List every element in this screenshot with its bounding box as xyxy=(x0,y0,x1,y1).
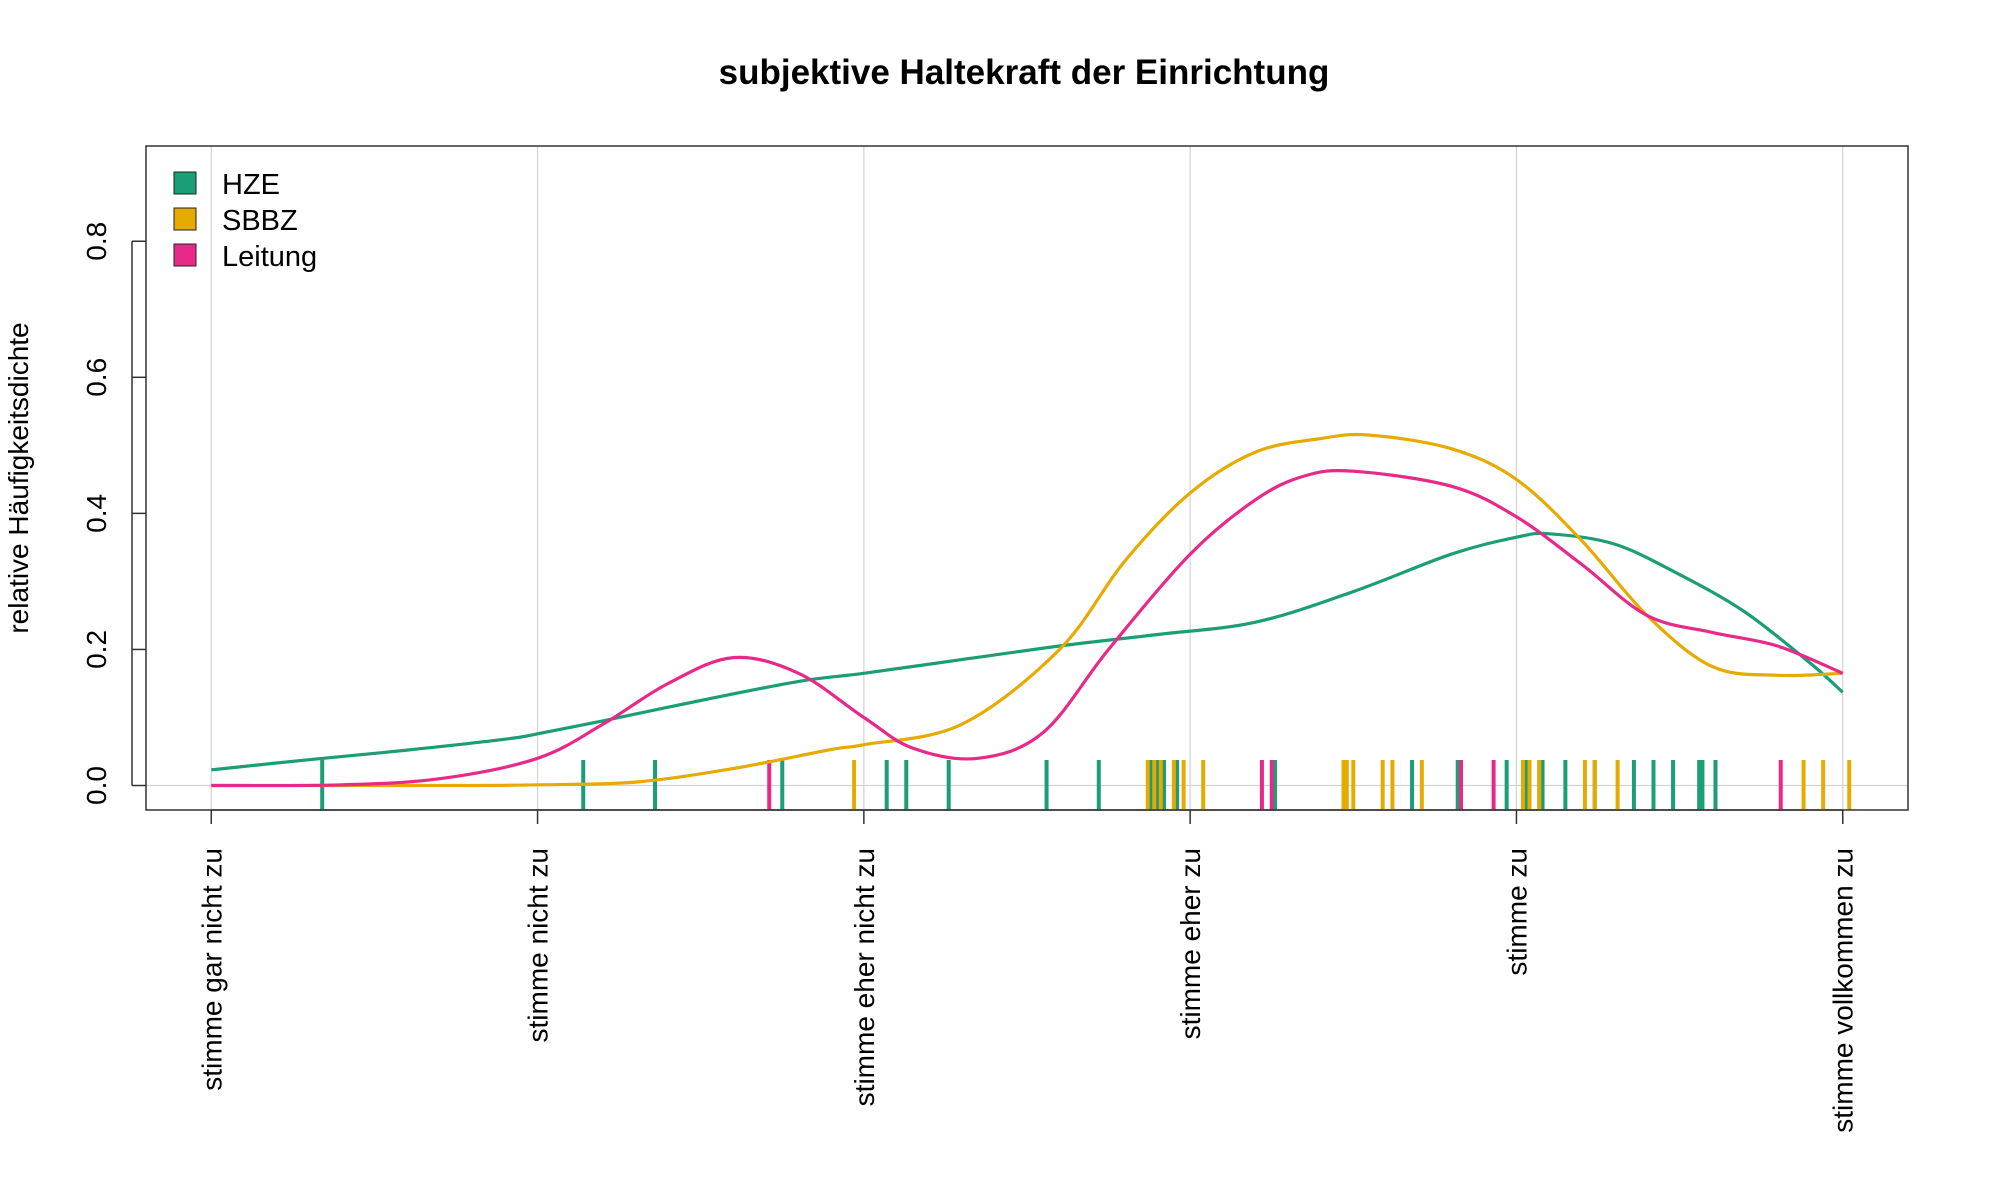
legend: HZE SBBZ Leitung xyxy=(173,169,317,273)
density-lines xyxy=(211,432,1844,788)
series-line-sbbz xyxy=(211,432,1843,788)
x-tick-label: stimme zu xyxy=(1501,848,1532,976)
y-tick-label: 0.6 xyxy=(81,358,112,397)
x-axis: stimme gar nicht zu stimme nicht zu stimme… xyxy=(196,809,1859,1133)
series-line-hze xyxy=(211,531,1844,772)
y-tick-label: 0.8 xyxy=(81,222,112,261)
chart-title: subjektive Haltekraft der Einrichtung xyxy=(719,53,1330,92)
y-axis-label: relative Häufigkeitsdichte xyxy=(3,322,34,633)
x-tick-label: stimme gar nicht zu xyxy=(196,848,227,1091)
legend-swatch-hze xyxy=(173,171,197,195)
plot-frame xyxy=(145,145,1909,811)
legend-label-hze: HZE xyxy=(222,169,280,201)
x-tick-label: stimme eher nicht zu xyxy=(849,848,880,1106)
y-tick-label: 0.2 xyxy=(81,630,112,669)
grid-lines xyxy=(146,146,1908,810)
legend-label-leitung: Leitung xyxy=(222,241,317,273)
legend-swatch-sbbz xyxy=(173,207,197,231)
y-axis: 0.0 0.2 0.4 0.6 0.8 xyxy=(81,222,146,805)
rug-marks xyxy=(320,760,1852,810)
legend-label-sbbz: SBBZ xyxy=(222,205,298,237)
x-tick-label: stimme eher zu xyxy=(1175,848,1206,1039)
legend-swatch-leitung xyxy=(173,243,197,267)
series-line-leitung xyxy=(211,468,1844,788)
y-tick-label: 0.4 xyxy=(81,494,112,533)
x-tick-label: stimme vollkommen zu xyxy=(1828,848,1859,1133)
x-tick-label: stimme nicht zu xyxy=(523,848,554,1043)
y-tick-label: 0.0 xyxy=(81,766,112,805)
